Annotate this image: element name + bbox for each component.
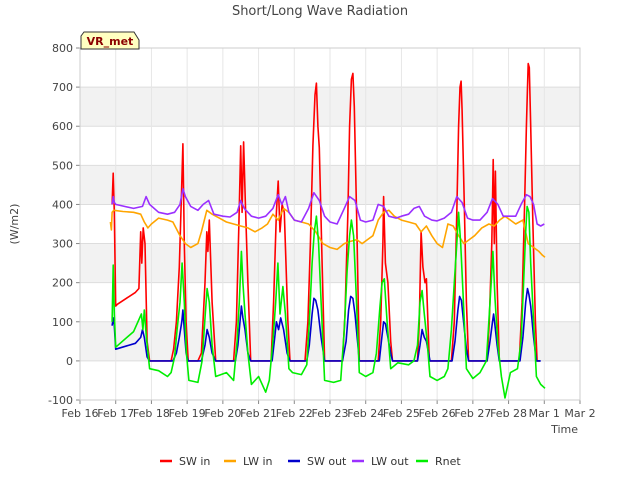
x-tick-label: Feb 20: [204, 407, 241, 420]
series-line-lw-in: [109, 207, 546, 258]
y-tick-label: -100: [48, 394, 73, 407]
series-line-lw-out: [111, 188, 545, 227]
series-line-rnet: [111, 205, 546, 399]
y-tick-label: 600: [52, 120, 73, 133]
badge-shape: [80, 31, 140, 50]
y-tick-label: 500: [52, 159, 73, 172]
x-tick-label: Feb 28: [490, 407, 527, 420]
x-tick-label: Feb 26: [419, 407, 456, 420]
x-tick-label: Feb 17: [97, 407, 134, 420]
y-tick-label: 400: [52, 198, 73, 211]
legend-label-sw-in: SW in: [179, 455, 210, 468]
y-tick-label: 300: [52, 238, 73, 251]
chart-title: Short/Long Wave Radiation: [232, 4, 408, 19]
station-badge: VR_met: [80, 31, 140, 50]
y-tick-label: 200: [52, 277, 73, 290]
y-tick-label: 700: [52, 81, 73, 94]
x-tick-label: Feb 23: [312, 407, 349, 420]
legend-label-sw-out: SW out: [307, 455, 347, 468]
x-tick-label: Feb 18: [133, 407, 170, 420]
x-tick-label: Feb 19: [169, 407, 206, 420]
plot-frame: [79, 47, 581, 401]
series-group: [109, 62, 546, 399]
x-axis-label: Time: [550, 423, 578, 436]
badge-label: VR_met: [87, 35, 134, 48]
x-tick-label: Mar 2: [564, 407, 595, 420]
x-tick-label: Feb 24: [347, 407, 384, 420]
legend-label-lw-out: LW out: [371, 455, 409, 468]
y-axis-label: (W/m2): [8, 204, 21, 245]
legend: SW in LW in SW out LW out Rnet: [160, 455, 461, 468]
x-tick-label: Feb 22: [276, 407, 313, 420]
y-tick-label: 800: [52, 42, 73, 55]
legend-label-lw-in: LW in: [243, 455, 273, 468]
x-tick-label: Feb 27: [454, 407, 491, 420]
x-tick-label: Feb 25: [383, 407, 420, 420]
x-tick-label: Feb 16: [62, 407, 99, 420]
x-tick-label: Feb 21: [240, 407, 277, 420]
x-tick-label: Mar 1: [529, 407, 560, 420]
y-tick-label: 0: [66, 355, 73, 368]
legend-label-rnet: Rnet: [435, 455, 461, 468]
y-tick-label: 100: [52, 316, 73, 329]
